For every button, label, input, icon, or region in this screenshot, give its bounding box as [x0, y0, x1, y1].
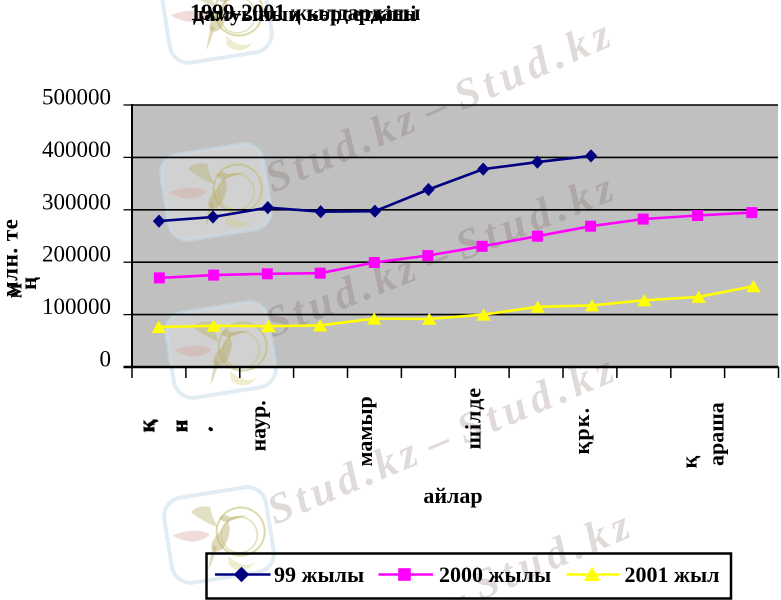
svg-text:н: н — [167, 419, 192, 432]
svg-text:2001 жыл: 2001 жыл — [625, 562, 720, 587]
svg-text:мамыр: мамыр — [352, 396, 377, 466]
svg-text:қрк.: қрк. — [569, 407, 594, 455]
svg-text:қ: қ — [677, 456, 702, 469]
svg-text:400000: 400000 — [42, 137, 111, 162]
svg-text:араша: араша — [704, 402, 729, 466]
svg-text:шілде: шілде — [461, 387, 486, 449]
svg-text:0: 0 — [100, 347, 112, 372]
svg-text:.: . — [193, 427, 218, 433]
svg-text:қ: қ — [134, 420, 159, 433]
svg-text:дамуының көрсеткіші: дамуының көрсеткіші — [193, 1, 416, 26]
svg-text:айлар: айлар — [423, 483, 482, 508]
svg-text:100000: 100000 — [42, 294, 111, 319]
svg-text:н: н — [167, 420, 192, 433]
svg-text:.: . — [192, 426, 217, 432]
svg-text:300000: 300000 — [42, 189, 111, 214]
svg-text:наур.: наур. — [246, 400, 271, 451]
svg-text:м: м — [2, 283, 27, 299]
svg-text:1999-2001 жылдардағы: 1999-2001 жылдардағы — [190, 0, 421, 25]
svg-text:99 жылы: 99 жылы — [274, 562, 364, 587]
svg-text:қ: қ — [134, 419, 159, 432]
svg-text:2000 жылы: 2000 жылы — [439, 562, 551, 587]
svg-text:200000: 200000 — [42, 242, 111, 267]
svg-text:500000: 500000 — [42, 85, 111, 110]
svg-text:млн. те: млн. те — [0, 219, 23, 297]
svg-text:ң: ң — [16, 277, 41, 290]
